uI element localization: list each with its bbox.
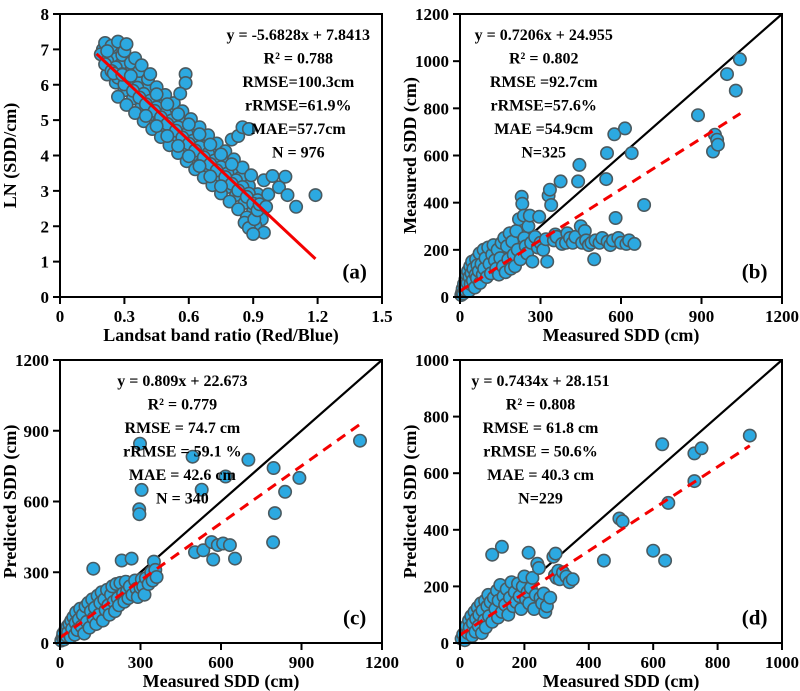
svg-text:0: 0 — [441, 634, 450, 653]
svg-text:7: 7 — [41, 40, 50, 59]
svg-text:0: 0 — [456, 653, 465, 672]
x-axis-title: Measured SDD (cm) — [543, 325, 700, 345]
x-axis-title: Landsat band ratio (Red/Blue) — [103, 325, 339, 345]
stats-line: y = -5.6828x + 7.8413 — [226, 27, 370, 44]
stats-line: N = 976 — [272, 145, 325, 162]
svg-text:0.3: 0.3 — [114, 307, 135, 326]
y-axis-title: Measured SDD (cm) — [400, 77, 421, 234]
svg-text:1200: 1200 — [365, 653, 399, 672]
svg-text:200: 200 — [424, 577, 450, 596]
svg-text:300: 300 — [24, 563, 50, 582]
y-axis-title: Predicted SDD (cm) — [400, 425, 421, 579]
svg-text:1: 1 — [41, 253, 50, 272]
scatter-panel-d: 0 200 400 600 800 1000 0 200 400 600 800 1000 Measur… — [400, 351, 799, 691]
stats-line: rRMSE = 50.6% — [483, 444, 597, 461]
svg-text:600: 600 — [424, 464, 450, 483]
svg-text:0: 0 — [41, 288, 50, 307]
svg-text:600: 600 — [640, 653, 666, 672]
y-axis-title: Predicted SDD (cm) — [0, 425, 21, 579]
stats-line: MAE =54.9cm — [494, 121, 594, 138]
svg-text:400: 400 — [576, 653, 602, 672]
svg-text:1.5: 1.5 — [371, 307, 392, 326]
stats-line: RMSE=100.3cm — [242, 74, 354, 91]
svg-text:1.2: 1.2 — [307, 307, 328, 326]
svg-text:200: 200 — [424, 241, 450, 260]
svg-text:0: 0 — [56, 307, 65, 326]
x-axis-title: Measured SDD (cm) — [143, 671, 300, 691]
svg-text:4: 4 — [41, 147, 50, 166]
stats-line: rRMSE=57.6% — [490, 98, 596, 115]
svg-text:600: 600 — [424, 147, 450, 166]
svg-text:600: 600 — [608, 307, 634, 326]
stats-line: RMSE = 74.7 cm — [124, 420, 240, 437]
svg-text:1200: 1200 — [15, 351, 49, 370]
panel-label: (c) — [343, 606, 366, 630]
scatter-points — [454, 428, 757, 648]
stats-line: MAE = 40.3 cm — [487, 467, 595, 484]
svg-text:900: 900 — [689, 307, 715, 326]
stats-line: RMSE =92.7cm — [490, 74, 598, 91]
svg-text:1000: 1000 — [415, 52, 449, 71]
svg-text:400: 400 — [424, 521, 450, 540]
svg-text:900: 900 — [289, 653, 315, 672]
svg-text:0: 0 — [456, 307, 465, 326]
svg-text:5: 5 — [41, 111, 50, 130]
svg-text:0: 0 — [41, 634, 50, 653]
panel-label: (b) — [742, 260, 768, 284]
scatter-points — [93, 34, 323, 242]
svg-text:1000: 1000 — [415, 351, 449, 370]
svg-text:400: 400 — [424, 194, 450, 213]
stats-line: y = 0.7434x + 28.151 — [471, 373, 609, 390]
svg-text:800: 800 — [705, 653, 731, 672]
stats-line: N = 340 — [156, 491, 209, 508]
stats-line: R² = 0.808 — [506, 397, 575, 414]
svg-text:0.6: 0.6 — [178, 307, 199, 326]
stats-line: N=325 — [521, 145, 566, 162]
svg-text:8: 8 — [41, 5, 50, 24]
svg-text:1000: 1000 — [765, 653, 799, 672]
svg-text:300: 300 — [528, 307, 554, 326]
svg-text:2: 2 — [41, 217, 50, 236]
stats-line: y = 0.7206x + 24.955 — [475, 27, 613, 44]
svg-text:1200: 1200 — [415, 5, 449, 24]
svg-text:900: 900 — [24, 422, 50, 441]
svg-text:0.9: 0.9 — [243, 307, 264, 326]
stats-line: rRMSE = 59.1 % — [123, 444, 241, 461]
svg-text:0: 0 — [56, 653, 65, 672]
svg-text:3: 3 — [41, 182, 50, 201]
svg-text:1200: 1200 — [765, 307, 799, 326]
scatter-panel-b: 0 300 600 900 1200 0 200 400 600 800 1000 1200 Measu… — [400, 5, 799, 345]
scatter-panel-c: 0 300 600 900 1200 0 300 600 900 1200 Measured SDD… — [0, 351, 399, 691]
svg-text:800: 800 — [424, 99, 450, 118]
svg-text:800: 800 — [424, 408, 450, 427]
y-axis-title: LN (SDD/cm) — [0, 103, 21, 209]
stats-line: RMSE = 61.8 cm — [483, 420, 599, 437]
stats-line: rRMSE=61.9% — [245, 98, 351, 115]
scatter-panel-a: 0 0.3 0.6 0.9 1.2 1.5 0 1 2 3 4 5 6 7 8 Landsat band ra… — [0, 5, 393, 345]
panel-label: (a) — [342, 260, 367, 284]
stats-line: N=229 — [518, 491, 563, 508]
svg-text:600: 600 — [24, 493, 50, 512]
svg-text:0: 0 — [441, 288, 450, 307]
panel-label: (d) — [742, 606, 768, 630]
stats-line: R² = 0.802 — [509, 51, 578, 68]
stats-line: R² = 0.788 — [264, 51, 333, 68]
svg-text:300: 300 — [128, 653, 154, 672]
svg-text:6: 6 — [41, 76, 50, 95]
stats-line: MAE=57.7cm — [251, 121, 347, 138]
stats-line: y = 0.809x + 22.673 — [117, 373, 247, 390]
x-axis-title: Measured SDD (cm) — [543, 671, 700, 691]
stats-line: MAE = 42.6 cm — [129, 467, 237, 484]
svg-text:600: 600 — [208, 653, 234, 672]
svg-text:200: 200 — [512, 653, 538, 672]
stats-line: R² = 0.779 — [148, 397, 217, 414]
